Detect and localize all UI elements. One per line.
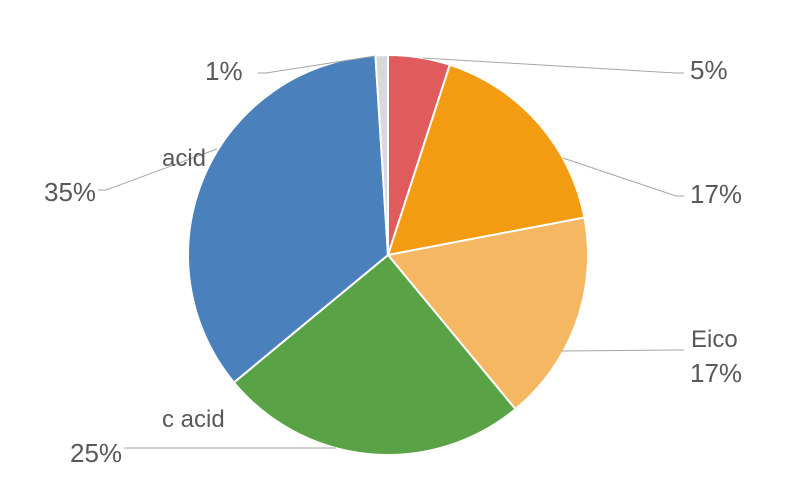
leader-line xyxy=(562,350,684,351)
chart-stage: 5% 17% 17% Eico 25% c acid 35% acid 1% xyxy=(0,0,800,501)
slice-pct-label: 17% xyxy=(690,358,742,389)
slice-pct-label: 5% xyxy=(690,55,728,86)
slice-pct-label: 35% xyxy=(44,177,96,208)
slice-pct-label: 25% xyxy=(70,438,122,469)
slice-pct-label: 17% xyxy=(690,179,742,210)
pie-chart xyxy=(0,0,800,501)
slice-name-label: c acid xyxy=(162,406,225,434)
slice-name-label: acid xyxy=(162,145,206,173)
slice-name-label: Eico xyxy=(691,326,738,354)
leader-line xyxy=(563,158,684,196)
slice-pct-label: 1% xyxy=(205,56,243,87)
